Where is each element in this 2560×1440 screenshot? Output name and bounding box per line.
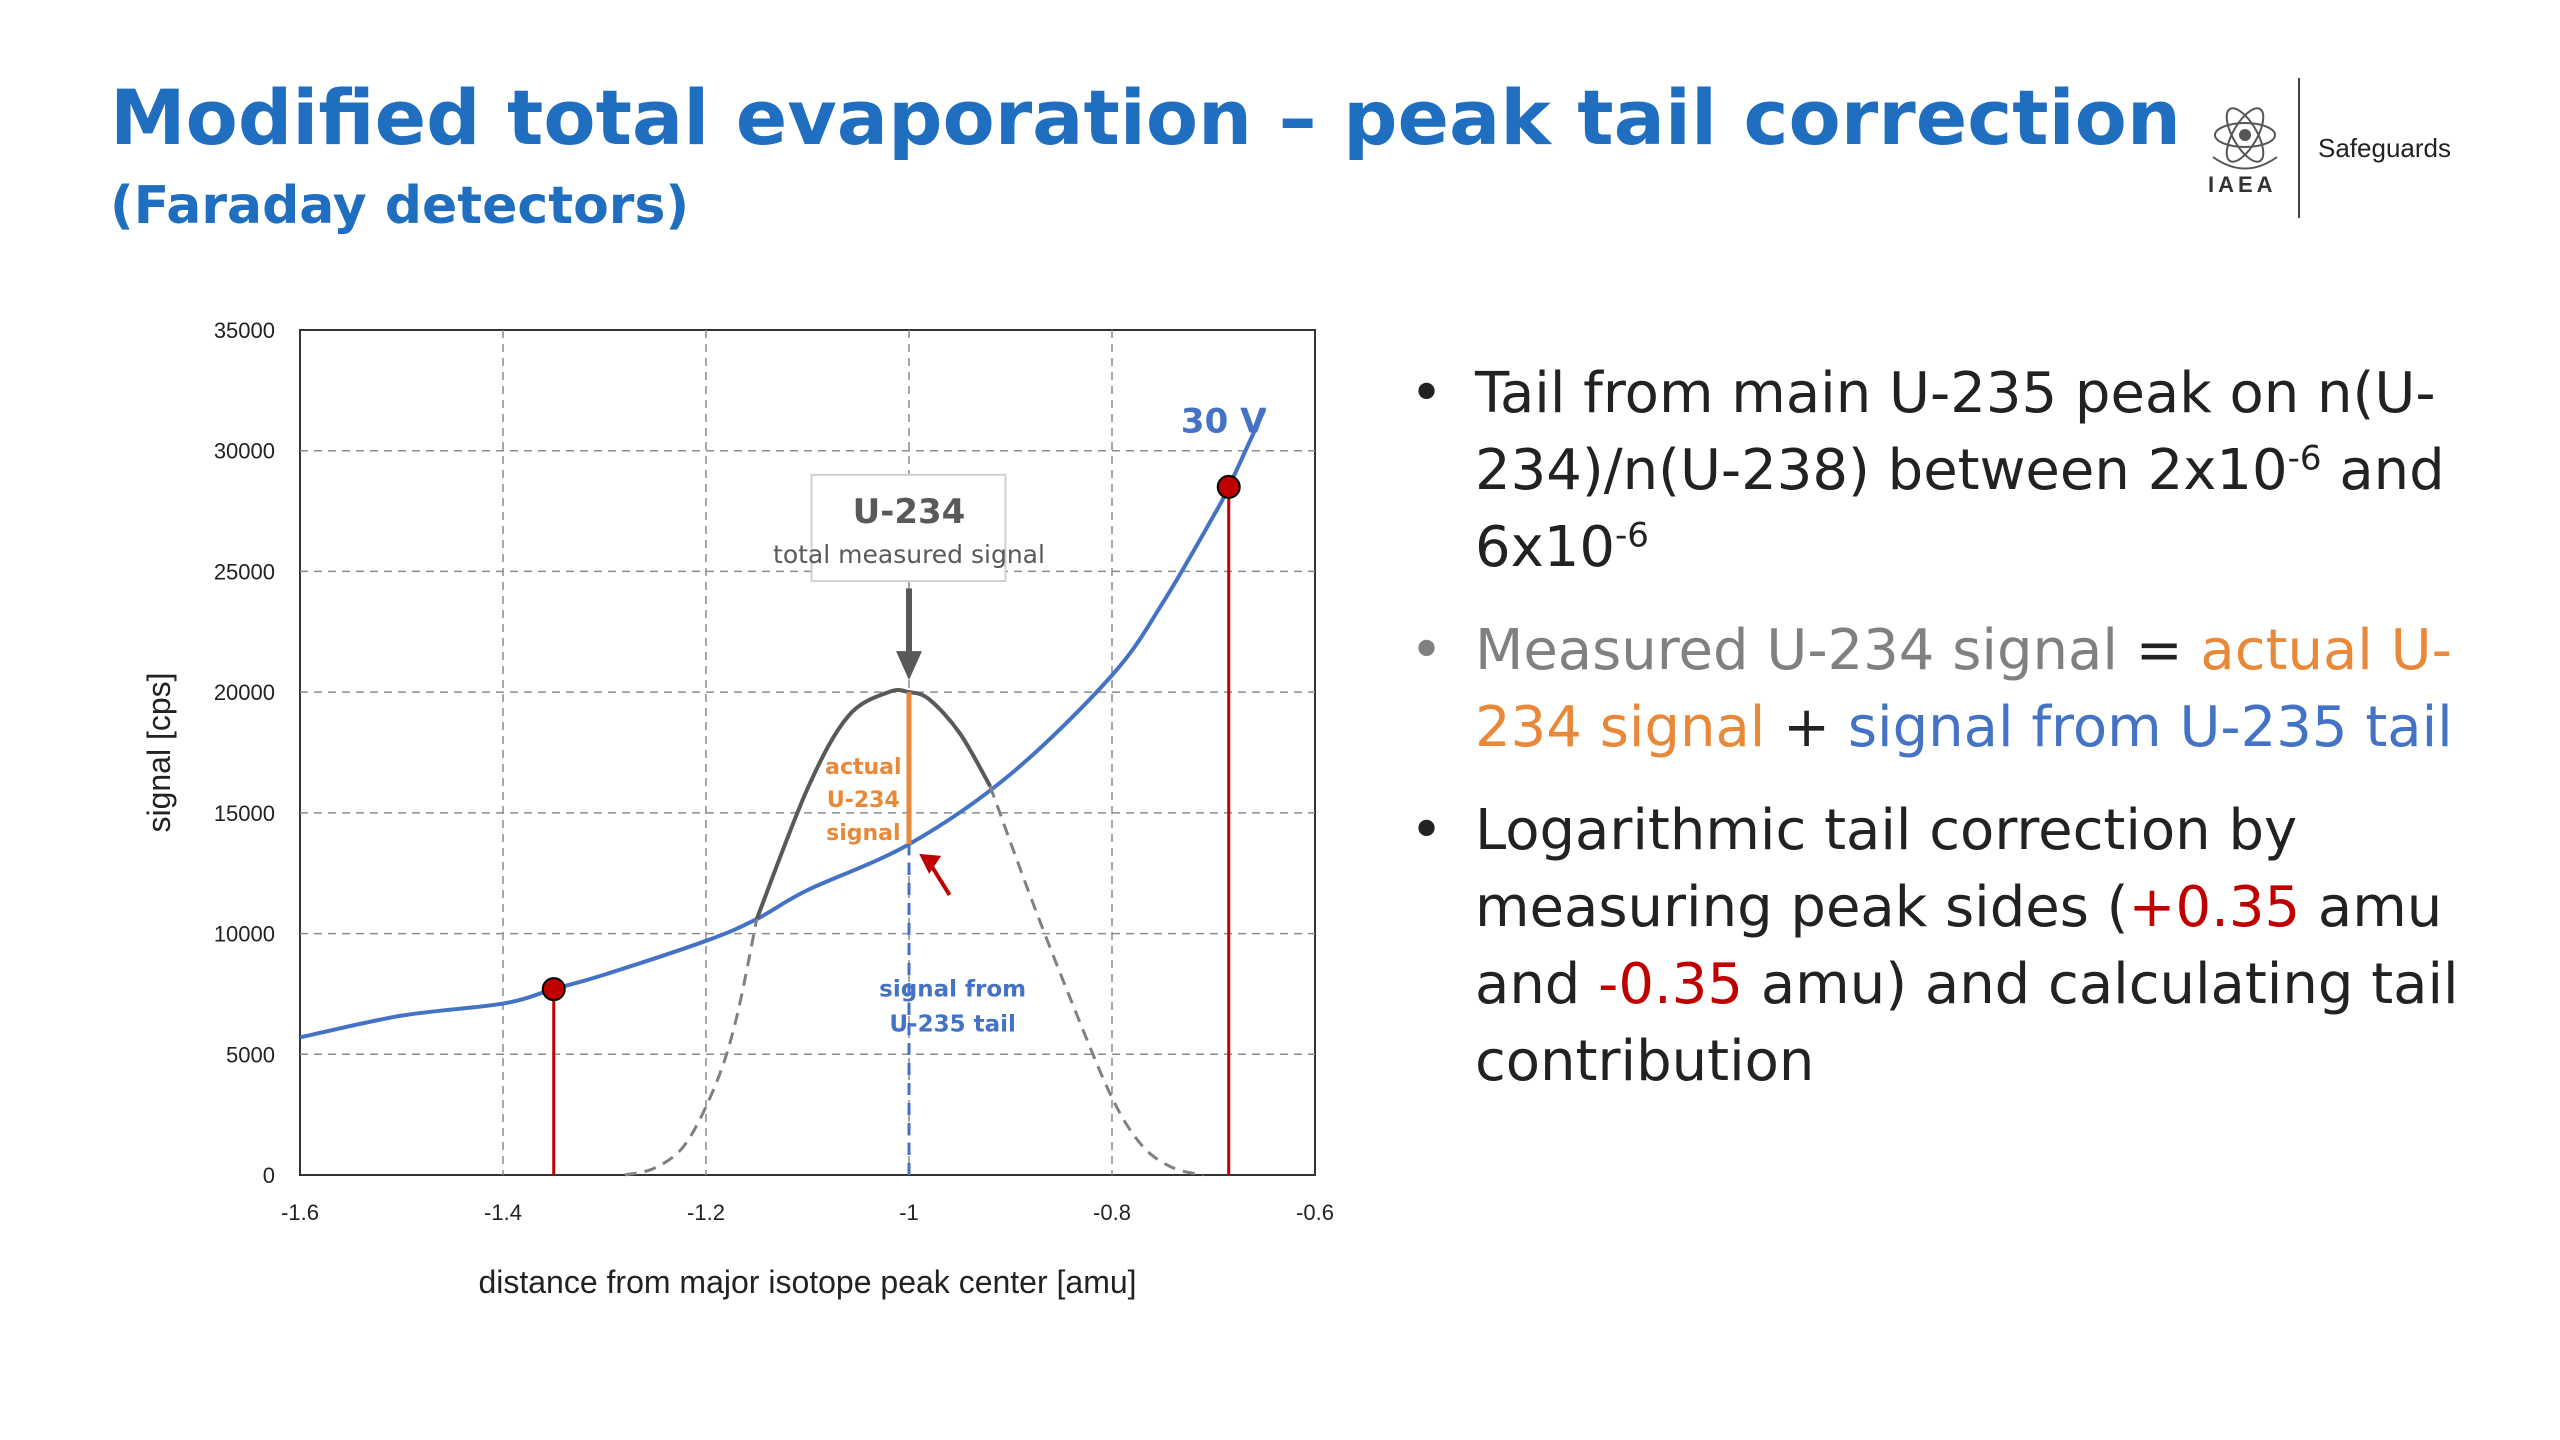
- bullet-dot: •: [1410, 618, 1444, 683]
- bullet1-text: Tail from main U-235 peak on n(U-234)/n(…: [1475, 361, 2436, 503]
- annotation-title: U-234: [853, 492, 966, 532]
- y-tick-label: 10000: [214, 922, 275, 947]
- bullet3-c: amu) and calculating tail contribution: [1475, 952, 2459, 1094]
- bullet2-actual: actual U-234 signal: [1475, 618, 2452, 760]
- annotation-arrow-head: [896, 651, 922, 681]
- data-point-marker: [1216, 474, 1241, 499]
- bullet1-exp2: -6: [1615, 515, 1649, 556]
- bullet3-plus: +0.35: [2128, 875, 2301, 940]
- x-tick-label: -0.6: [1296, 1200, 1334, 1225]
- bullet2-tail: signal from U-235 tail: [1847, 695, 2453, 760]
- x-tick-label: -1.6: [281, 1200, 319, 1225]
- actual-signal-label: U-234: [827, 788, 900, 813]
- bullet3-minus: -0.35: [1598, 952, 1744, 1017]
- page-title: Modified total evaporation – peak tail c…: [110, 73, 2181, 162]
- series-line-1: [754, 688, 992, 920]
- logo-text: IAEA: [2208, 172, 2277, 197]
- bullet1-mid: and 6x10: [1475, 438, 2445, 580]
- y-tick-label: 15000: [214, 801, 275, 826]
- y-tick-label: 35000: [214, 318, 275, 343]
- bullet3-a: Logarithmic tail correction by measuring…: [1475, 798, 2298, 940]
- bullet-dot: •: [1410, 361, 1444, 426]
- y-axis-label: signal [cps]: [141, 672, 177, 832]
- bullet2-prefix: Measured U-234 signal: [1475, 618, 2136, 683]
- actual-signal-label: signal: [826, 821, 900, 846]
- tail-signal-label: signal from: [879, 976, 1026, 1002]
- plot-area: [299, 329, 1316, 1176]
- bullet-list: • Tail from main U-235 peak on n(U-234)/…: [1410, 355, 2530, 1126]
- bullet2-plus: +: [1765, 695, 1848, 760]
- x-tick-label: -0.8: [1093, 1200, 1131, 1225]
- y-tick-label: 5000: [226, 1042, 275, 1067]
- signal-chart: -1.6 -1.4 -1.2 -1 -0.8 -0.6 0 5000 10000 15000 200…: [141, 318, 1334, 1300]
- section-label: Safeguards: [2318, 133, 2451, 163]
- logo-divider: [2298, 78, 2300, 218]
- bullet1-exp1: -6: [2287, 438, 2322, 479]
- annotation-subtitle: total measured signal: [773, 540, 1045, 569]
- y-tick-label: 25000: [214, 559, 275, 584]
- bullet2-equals: =: [2135, 618, 2183, 683]
- bullet-measured-signal: • Measured U-234 signal = actual U-234 s…: [1410, 612, 2530, 766]
- series-line-3: [988, 785, 1204, 1177]
- curve-label: 30 V: [1181, 402, 1267, 442]
- tail-signal-label: U-235 tail: [889, 1011, 1016, 1037]
- annotation-box: [810, 473, 1007, 583]
- series-line-2: [624, 918, 759, 1177]
- red-arrow-head: [919, 853, 942, 874]
- y-tick-label: 20000: [214, 680, 275, 705]
- iaea-logo-icon: [2212, 107, 2278, 170]
- actual-signal-label: actual: [825, 755, 901, 780]
- bullet3-b: amu and: [1475, 875, 2443, 1017]
- y-tick-label: 0: [263, 1163, 275, 1188]
- x-tick-label: -1.4: [484, 1200, 522, 1225]
- bullet-dot: •: [1410, 798, 1444, 863]
- bullet-log-correction: • Logarithmic tail correction by measuri…: [1410, 792, 2530, 1100]
- bullet-tail-range: • Tail from main U-235 peak on n(U-234)/…: [1410, 355, 2530, 586]
- page-subtitle: (Faraday detectors): [110, 176, 690, 236]
- x-tick-label: -1.2: [687, 1200, 725, 1225]
- y-tick-label: 30000: [214, 439, 275, 464]
- data-point-marker: [541, 977, 566, 1002]
- x-tick-label: -1: [899, 1200, 919, 1225]
- series-line-0: [299, 408, 1267, 1040]
- x-axis-label: distance from major isotope peak center …: [478, 1264, 1136, 1300]
